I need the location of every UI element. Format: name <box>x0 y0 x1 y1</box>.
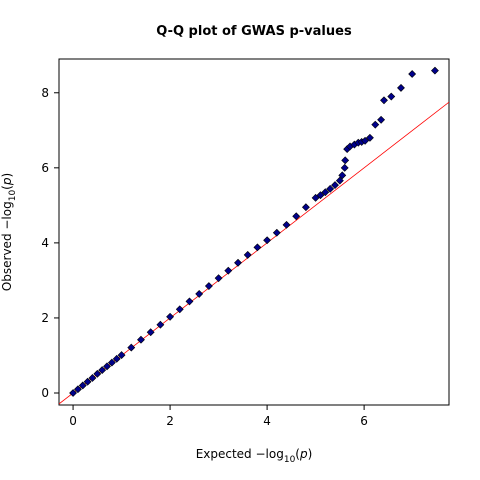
point <box>331 181 339 190</box>
y-tick-label: 2 <box>41 311 49 325</box>
point <box>335 176 344 185</box>
point <box>340 163 349 172</box>
point <box>366 133 374 142</box>
point <box>377 115 386 124</box>
y-tick-label: 0 <box>41 386 49 400</box>
point <box>387 92 396 101</box>
point <box>311 193 320 202</box>
point <box>361 136 370 145</box>
point <box>83 377 92 386</box>
y-tick-label: 4 <box>41 236 49 250</box>
point <box>112 354 121 363</box>
plot-frame <box>58 58 450 406</box>
x-tick-label: 4 <box>263 414 271 428</box>
point <box>175 305 184 314</box>
point <box>137 335 145 344</box>
point <box>234 258 242 267</box>
point <box>431 66 439 75</box>
point <box>98 366 107 375</box>
point <box>243 250 252 259</box>
point <box>103 362 111 371</box>
point <box>88 374 97 382</box>
point <box>341 156 350 165</box>
point <box>301 203 310 212</box>
point <box>397 83 405 92</box>
point <box>166 312 175 321</box>
point <box>73 385 82 394</box>
point <box>408 70 417 78</box>
x-axis-label: Expected −log10(p) <box>196 447 313 465</box>
point <box>338 171 347 180</box>
point <box>185 297 194 306</box>
point <box>263 236 272 245</box>
point <box>316 191 325 200</box>
y-axis-label: Observed −log10(p) <box>0 173 18 291</box>
y-tick-label: 8 <box>41 86 49 100</box>
point <box>253 243 262 252</box>
point <box>321 188 330 197</box>
point <box>146 328 155 337</box>
reference-line <box>59 101 449 405</box>
point <box>156 320 165 329</box>
point <box>195 289 204 298</box>
x-tick-label: 2 <box>166 414 174 428</box>
point <box>107 358 116 367</box>
point <box>272 228 281 237</box>
point <box>282 220 291 229</box>
point <box>224 266 233 275</box>
point <box>326 184 335 193</box>
point <box>127 343 136 352</box>
point <box>204 282 213 290</box>
x-tick-label: 6 <box>360 414 368 428</box>
point <box>78 381 87 390</box>
point <box>69 389 77 397</box>
point <box>93 369 102 378</box>
point <box>214 274 223 283</box>
x-tick-label: 0 <box>69 414 77 428</box>
chart-title: Q-Q plot of GWAS p-values <box>156 24 352 39</box>
y-tick-label: 6 <box>41 161 49 175</box>
point <box>117 351 126 360</box>
point <box>371 120 380 129</box>
point <box>292 212 301 221</box>
point <box>380 96 388 105</box>
